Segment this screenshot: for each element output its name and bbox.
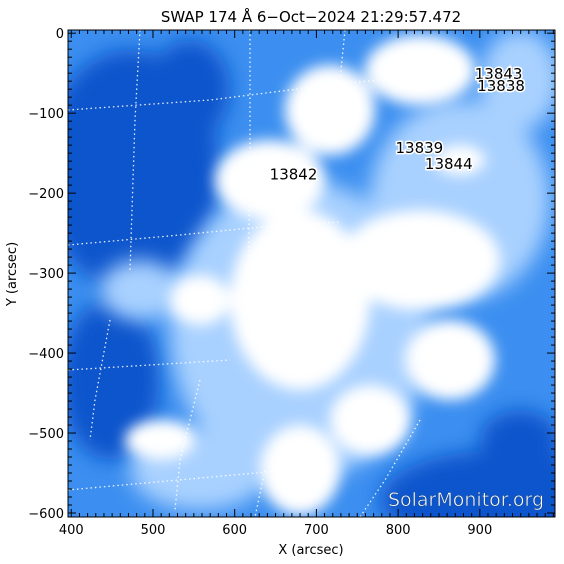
x-tick-label: 600 <box>222 523 247 538</box>
minor-ticks <box>68 30 555 517</box>
bright-active-region-emission <box>125 35 500 515</box>
active-region-label: 13842 <box>270 166 318 184</box>
y-tick-label: −600 <box>28 507 64 522</box>
y-tick-label: −500 <box>28 427 64 442</box>
x-axis-label: X (arcsec) <box>278 543 343 558</box>
y-axis-label: Y (arcsec) <box>5 242 20 307</box>
active-region-label: 13843 <box>475 65 523 83</box>
active-region-label: 13844 <box>425 155 473 173</box>
dark-coronal-regions <box>68 40 555 517</box>
euv-image <box>68 30 555 517</box>
y-tick-label: −400 <box>28 347 64 362</box>
chart-title: SWAP 174 Å 6−Oct−2024 21:29:57.472 <box>161 7 461 26</box>
x-tick-label: 700 <box>304 523 329 538</box>
y-tick-label: −200 <box>28 187 64 202</box>
y-tick-label: 0 <box>56 27 64 42</box>
x-tick-label: 500 <box>141 523 166 538</box>
x-tick-label: 400 <box>59 523 84 538</box>
active-region-label: 13838 <box>477 77 525 95</box>
x-tick-label: 900 <box>467 523 492 538</box>
heliographic-grid <box>68 30 431 517</box>
y-tick-label: −300 <box>28 267 64 282</box>
watermark: SolarMonitor.org <box>388 489 544 511</box>
y-axis-ticks: 0 −100 −200 −300 −400 −500 −600 <box>28 27 555 522</box>
x-axis-ticks: 400 500 600 700 800 900 <box>59 30 492 538</box>
y-tick-label: −100 <box>28 107 64 122</box>
active-region-label: 13839 <box>395 139 443 157</box>
x-tick-label: 800 <box>386 523 411 538</box>
